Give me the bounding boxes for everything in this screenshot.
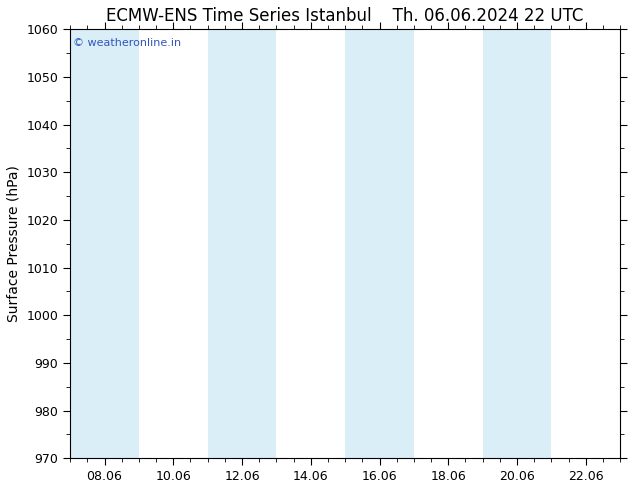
Text: © weatheronline.in: © weatheronline.in <box>73 38 181 48</box>
Bar <box>482 29 552 458</box>
Bar <box>345 29 414 458</box>
Title: ECMW-ENS Time Series Istanbul    Th. 06.06.2024 22 UTC: ECMW-ENS Time Series Istanbul Th. 06.06.… <box>107 7 584 25</box>
Bar <box>70 29 139 458</box>
Y-axis label: Surface Pressure (hPa): Surface Pressure (hPa) <box>7 165 21 322</box>
Bar <box>208 29 276 458</box>
